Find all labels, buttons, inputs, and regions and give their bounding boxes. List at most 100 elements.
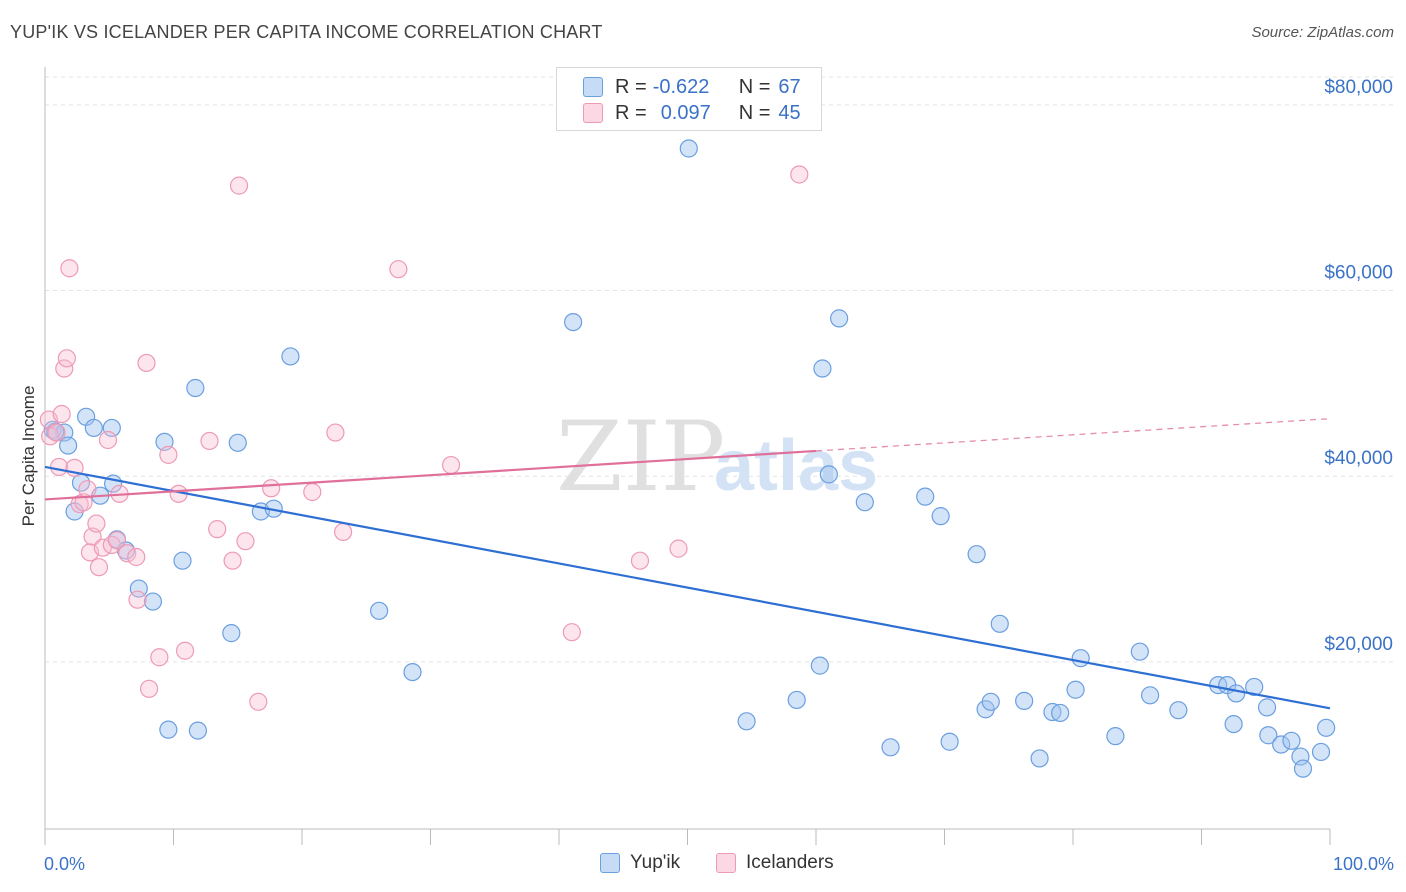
yupik-point	[819, 465, 838, 484]
icelander-point	[137, 353, 156, 373]
yupik-point	[102, 418, 121, 438]
icelander-point	[262, 479, 281, 498]
yupik-point	[940, 732, 959, 751]
n-value-icelanders: 45	[778, 101, 801, 124]
trend-line-yupik	[44, 465, 1331, 710]
icelander-point	[236, 532, 255, 551]
n-label: N =	[738, 101, 771, 124]
yupik-point	[830, 309, 849, 328]
yupik-point	[84, 418, 103, 438]
y-tick-label: $60,000	[1324, 263, 1393, 284]
yupik-point	[1043, 702, 1062, 722]
yupik-point	[186, 378, 205, 398]
r-value-icelanders: 0.097	[660, 101, 711, 124]
gridlines	[45, 76, 1393, 663]
watermark-atlas: atlas	[714, 426, 878, 506]
icelander-point	[127, 547, 146, 567]
icelander-point	[223, 551, 242, 570]
chart-title: YUP'IK VS ICELANDER PER CAPITA INCOME CO…	[10, 22, 603, 42]
y-tick-label: $20,000	[1324, 634, 1393, 655]
icelander-point	[175, 641, 195, 660]
legend-item-yupik[interactable]: Yup'ik	[600, 852, 680, 874]
icelander-point	[57, 349, 76, 368]
watermark: ZIP atlas	[556, 401, 878, 513]
icelander-point	[128, 590, 147, 609]
data-points	[39, 139, 1336, 778]
yupik-point	[1227, 684, 1246, 703]
yupik-point	[1066, 680, 1085, 699]
yupik-point	[188, 721, 208, 740]
y-tick-label: $40,000	[1324, 448, 1393, 469]
icelander-point	[208, 520, 227, 539]
icelander-point	[303, 482, 322, 502]
icelander-point	[441, 455, 461, 475]
yupik-point	[990, 614, 1009, 633]
x-tick-label-min: 0.0%	[44, 854, 85, 874]
y-axis-label: Per Capita Income	[19, 386, 38, 527]
yupik-point	[1317, 718, 1336, 737]
icelander-point	[159, 445, 178, 464]
icelander-point	[790, 165, 809, 184]
yupik-point	[1311, 742, 1331, 762]
yupik-point	[1030, 749, 1049, 768]
yupik-point	[679, 139, 698, 158]
icelander-point	[107, 531, 127, 550]
yupik-point	[1071, 649, 1090, 668]
r-label: R =	[615, 75, 647, 98]
icelander-point	[50, 457, 69, 477]
yupik-point	[981, 692, 1000, 711]
yupik-point	[1245, 677, 1264, 697]
yupik-point	[1282, 731, 1301, 750]
icelander-point	[229, 176, 249, 195]
pink-swatch-icon	[716, 853, 736, 873]
yupik-point	[916, 487, 935, 506]
icelander-point	[52, 404, 71, 424]
icelander-point	[150, 648, 169, 667]
icelander-point	[139, 679, 159, 698]
yupik-point	[228, 433, 247, 452]
legend-label-icelanders: Icelanders	[746, 852, 834, 873]
yupik-point	[1169, 701, 1188, 720]
correlation-legend: R = -0.622 N = 67 R = 0.097 N = 45	[556, 67, 822, 131]
axes	[44, 67, 1331, 845]
yupik-point	[1051, 703, 1070, 723]
yupik-point	[1140, 686, 1160, 705]
yupik-point	[1257, 698, 1277, 717]
pink-swatch-icon	[583, 103, 603, 123]
yupik-point	[855, 493, 874, 512]
yupik-point	[281, 347, 300, 366]
icelander-point	[200, 431, 219, 451]
legend-row-yupik: R = -0.622 N = 67	[583, 74, 801, 100]
legend-label-yupik: Yup'ik	[630, 852, 681, 873]
yupik-point	[1259, 726, 1278, 745]
source-label: Source: ZipAtlas.com	[1251, 24, 1394, 41]
yupik-point	[787, 690, 806, 710]
icelander-point	[98, 430, 118, 450]
watermark-zip: ZIP	[556, 401, 725, 513]
yupik-point	[813, 359, 832, 378]
yupik-point	[737, 712, 756, 731]
icelander-point	[669, 539, 688, 558]
icelander-point	[89, 558, 109, 577]
yupik-point	[159, 720, 178, 739]
yupik-point	[1106, 727, 1125, 746]
yupik-point	[59, 436, 78, 455]
icelander-point	[78, 480, 97, 499]
yupik-point	[173, 551, 192, 570]
icelander-point	[334, 522, 353, 542]
y-tick-label: $80,000	[1324, 77, 1393, 98]
legend-item-icelanders[interactable]: Icelanders	[716, 852, 834, 874]
yupik-point	[931, 507, 950, 526]
yupik-point	[1130, 642, 1149, 661]
icelander-point	[60, 259, 79, 278]
blue-swatch-icon	[600, 853, 620, 873]
legend-row-icelanders: R = 0.097 N = 45	[583, 100, 801, 126]
icelander-point	[562, 623, 581, 642]
yupik-point	[881, 738, 900, 757]
icelander-point	[47, 423, 66, 442]
yupik-point	[1293, 759, 1313, 778]
yupik-point	[403, 663, 422, 682]
yupik-point	[222, 624, 241, 643]
yupik-point	[1015, 691, 1034, 710]
